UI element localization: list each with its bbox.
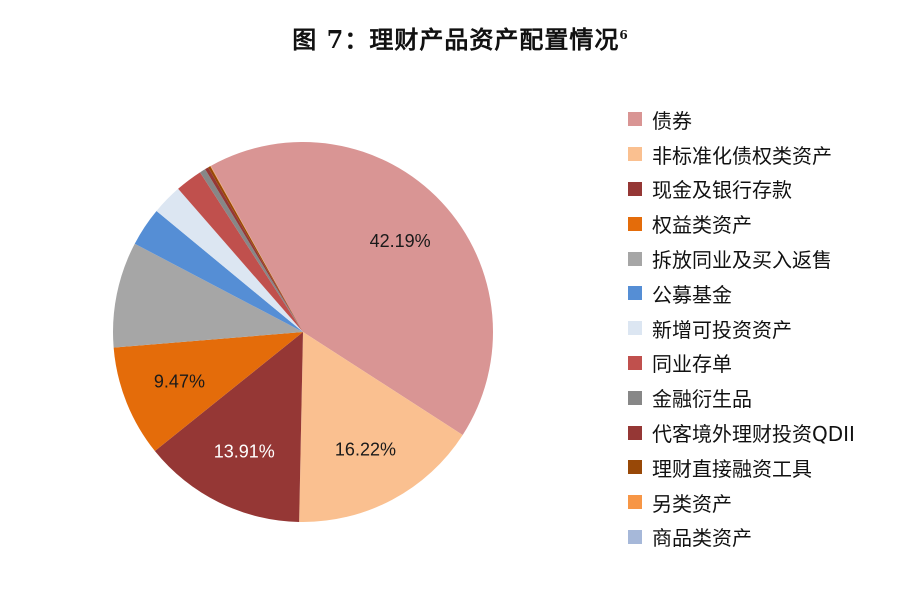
slice-data-label: 16.22% xyxy=(335,439,396,459)
legend-item: 公募基金 xyxy=(628,276,855,311)
legend-swatch xyxy=(628,147,642,162)
legend-swatch xyxy=(628,321,642,336)
footnote-marker: 6 xyxy=(619,28,629,42)
pie-slice xyxy=(205,167,303,332)
legend-item: 同业存单 xyxy=(628,346,855,381)
chart-title: 图 7：理财产品资产配置情况6 xyxy=(0,20,921,55)
slice-data-label: 13.91% xyxy=(214,441,275,461)
pie-slice xyxy=(113,243,303,348)
legend-item: 拆放同业及买入返售 xyxy=(628,241,855,276)
legend-item: 非标准化债权类资产 xyxy=(628,137,855,172)
pie-slice xyxy=(208,166,303,332)
pie-slice xyxy=(178,172,303,332)
pie-slice xyxy=(299,332,463,522)
legend-swatch xyxy=(628,495,642,510)
legend-label: 商品类资产 xyxy=(652,526,752,551)
legend-label: 新增可投资资产 xyxy=(652,317,792,342)
legend-item: 另类资产 xyxy=(628,485,855,520)
legend-swatch xyxy=(628,425,642,440)
legend-swatch xyxy=(628,251,642,266)
legend-label: 拆放同业及买入返售 xyxy=(652,248,832,273)
legend-label: 同业存单 xyxy=(652,352,732,377)
legend-label: 债券 xyxy=(652,108,692,133)
legend-item: 理财直接融资工具 xyxy=(628,450,855,485)
pie-slices xyxy=(113,142,493,522)
legend-label: 金融衍生品 xyxy=(652,387,752,412)
pie-labels: 42.19% 16.22% 13.91% 9.47% xyxy=(154,231,431,461)
legend-label: 另类资产 xyxy=(652,491,732,516)
legend-swatch xyxy=(628,181,642,196)
pie-slice xyxy=(210,165,303,332)
pie-slice xyxy=(154,332,303,522)
legend-label: 理财直接融资工具 xyxy=(652,456,812,481)
legend-swatch xyxy=(628,460,642,475)
pie-slice xyxy=(210,165,303,332)
pie-slice xyxy=(113,332,303,451)
legend-swatch xyxy=(628,286,642,301)
legend-item: 权益类资产 xyxy=(628,206,855,241)
legend-label: 公募基金 xyxy=(652,282,732,307)
legend-item: 商品类资产 xyxy=(628,520,855,555)
pie-slice xyxy=(134,211,303,332)
legend-item: 债券 xyxy=(628,102,855,137)
chart-title-text: 图 7：理财产品资产配置情况 xyxy=(292,25,620,54)
legend-item: 代客境外理财投资QDII xyxy=(628,415,855,450)
slice-data-label: 9.47% xyxy=(154,371,205,391)
legend-swatch xyxy=(628,529,642,544)
pie-slice xyxy=(210,142,493,435)
pie-slice xyxy=(200,169,303,332)
legend-label: 代客境外理财投资QDII xyxy=(652,422,855,447)
legend-swatch xyxy=(628,390,642,405)
legend-item: 新增可投资资产 xyxy=(628,311,855,346)
legend-item: 金融衍生品 xyxy=(628,380,855,415)
legend-item: 现金及银行存款 xyxy=(628,172,855,207)
legend-swatch xyxy=(628,355,642,370)
pie-slice xyxy=(156,188,303,332)
legend-label: 现金及银行存款 xyxy=(652,178,792,203)
legend-label: 非标准化债权类资产 xyxy=(652,143,832,168)
legend-label: 权益类资产 xyxy=(652,213,752,238)
legend-swatch xyxy=(628,216,642,231)
legend-swatch xyxy=(628,112,642,127)
chart-legend: 债券非标准化债权类资产 现金及银行存款 权益类资产拆放同业及买入返售 公募基金新增可投… xyxy=(628,102,855,554)
slice-data-label: 42.19% xyxy=(370,231,431,251)
